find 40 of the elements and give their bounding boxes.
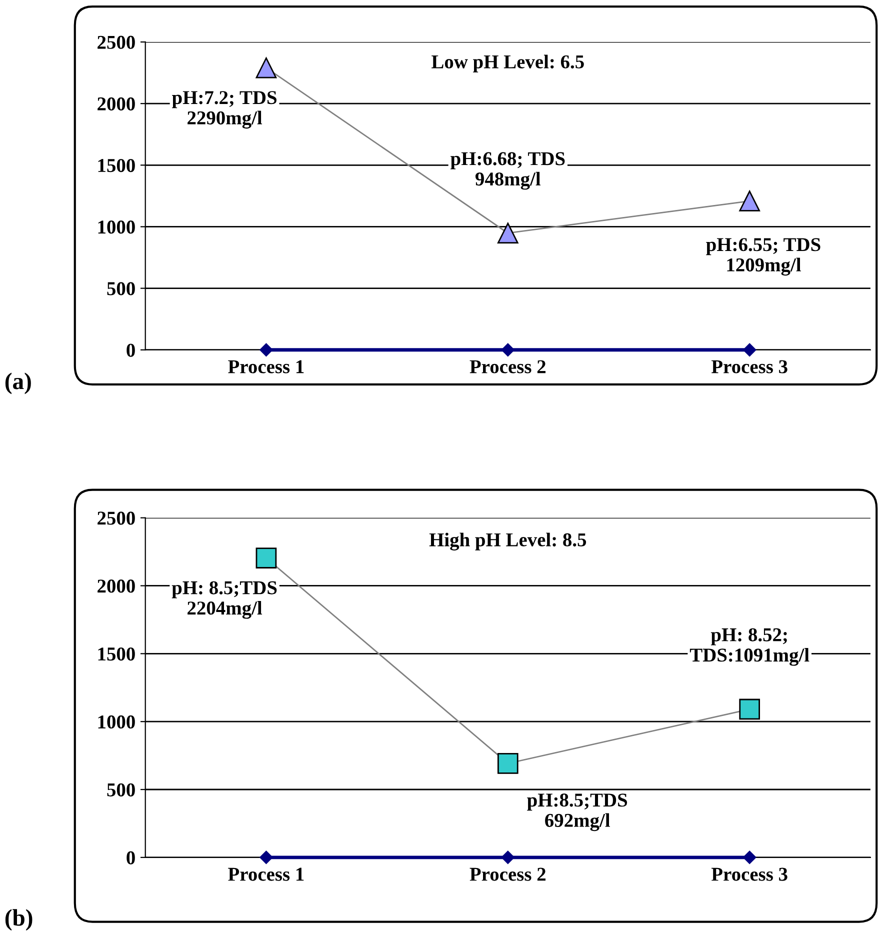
point bbox=[739, 698, 760, 720]
x-tick-label: Process 1 bbox=[228, 868, 304, 881]
point bbox=[497, 753, 518, 774]
x-tick-label: Process 2 bbox=[470, 360, 546, 374]
annotation: pH: 8.5;TDS 2204mg/l bbox=[172, 581, 277, 619]
point bbox=[739, 190, 760, 212]
point bbox=[260, 343, 273, 356]
y-tick-label: 2500 bbox=[98, 512, 135, 525]
text: High pH Level: 8.5 bbox=[429, 532, 586, 550]
x-tick-label: Process 3 bbox=[711, 360, 788, 374]
y-tick-label: 1000 bbox=[98, 220, 135, 234]
annotation: pH:6.68; TDS 948mg/l bbox=[450, 152, 565, 190]
y-tick-label: 1500 bbox=[98, 158, 135, 172]
point bbox=[260, 850, 273, 864]
annotation: pH:7.2; TDS 2290mg/l bbox=[172, 91, 276, 129]
annotation: pH: 8.52; TDS:1091mg/l bbox=[690, 628, 810, 666]
y-tick-label: 0 bbox=[126, 344, 135, 357]
point bbox=[256, 57, 277, 78]
x-tick-label: Process 1 bbox=[228, 360, 304, 374]
y-tick-label: 2000 bbox=[98, 580, 135, 593]
annotation: pH:6.55; TDS 1209mg/l bbox=[706, 238, 820, 276]
text: Low pH Level: 6.5 bbox=[432, 54, 584, 72]
point bbox=[742, 850, 756, 864]
y-tick-label: 1000 bbox=[98, 715, 135, 729]
annotation: pH:8.5;TDS 692mg/l bbox=[527, 794, 628, 832]
x-tick-label: Process 2 bbox=[470, 868, 546, 881]
point bbox=[256, 548, 277, 568]
x-tick-label: Process 3 bbox=[711, 868, 788, 881]
text: (a) bbox=[5, 372, 31, 394]
y-tick-label: 1500 bbox=[98, 647, 135, 661]
text: (b) bbox=[5, 909, 32, 931]
y-tick-label: 500 bbox=[107, 282, 135, 296]
point bbox=[742, 343, 756, 356]
point bbox=[501, 850, 514, 864]
y-tick-label: 0 bbox=[126, 851, 135, 864]
point bbox=[497, 222, 518, 244]
y-tick-label: 2500 bbox=[98, 36, 135, 49]
y-tick-label: 500 bbox=[107, 783, 135, 796]
point bbox=[501, 343, 514, 356]
y-tick-label: 2000 bbox=[98, 97, 135, 110]
